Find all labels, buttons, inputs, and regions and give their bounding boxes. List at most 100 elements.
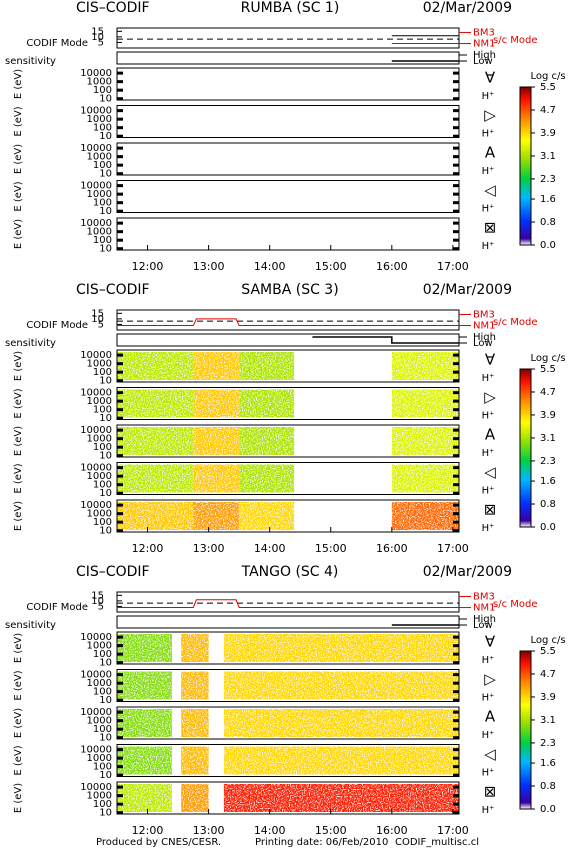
x-tick-label: 12:00: [132, 542, 164, 555]
species-label: H⁺: [482, 693, 495, 704]
species-label: H⁺: [482, 411, 495, 422]
spectrogram-segment: [193, 389, 240, 418]
energy-tick-label: 1000: [87, 753, 112, 764]
direction-symbol: ∀: [485, 69, 496, 87]
energy-tick-label: 100: [93, 649, 112, 660]
energy-tick-label: 1000: [87, 152, 112, 163]
mode-frame: [116, 27, 460, 49]
spectrogram-segment: [181, 709, 209, 737]
x-tick-label: 17:00: [437, 542, 469, 555]
spectrogram-frame: [116, 142, 460, 176]
spectrogram-segment: [391, 389, 459, 418]
spectrogram-segment: [117, 784, 172, 812]
sensitivity-tick-label: Low: [473, 56, 493, 67]
energy-axis-label: E (eV): [13, 708, 24, 738]
spectrogram-segment: [391, 427, 459, 455]
x-tick-label: 15:00: [315, 542, 347, 555]
mode-tick-label: 10: [91, 32, 104, 43]
sensitivity-label: sensitivity: [5, 338, 56, 349]
spectrogram-segment: [239, 502, 295, 530]
energy-tick-label: 1000: [87, 434, 112, 445]
date: 02/Mar/2009: [423, 564, 512, 580]
energy-tick-label: 10000: [80, 68, 112, 79]
spectrogram-frame: [116, 744, 460, 777]
energy-tick-label: 10: [99, 244, 112, 255]
energy-tick-label: 10: [99, 94, 112, 105]
mode-tick-label: 10: [91, 596, 104, 607]
colorbar-tick-label: 5.5: [540, 364, 556, 375]
species-label: H⁺: [482, 655, 495, 666]
mode-line: [117, 599, 459, 609]
energy-tick-label: 10000: [80, 181, 112, 192]
sensitivity-tick-label: Low: [473, 338, 493, 349]
direction-symbol: A: [485, 426, 496, 444]
sensitivity-tick-label: High: [473, 50, 496, 61]
spectrogram-frame: [116, 706, 460, 740]
energy-tick-label: 10000: [80, 425, 112, 436]
spectrogram-frame: [116, 631, 460, 665]
footer-date: Printing date: 06/Feb/2010: [255, 837, 388, 848]
spectrogram-frame: [116, 217, 460, 251]
colorbar-tick-label: 2.3: [540, 174, 556, 185]
energy-tick-label: 10: [99, 451, 112, 462]
direction-symbol: ⊠: [484, 783, 497, 801]
spectrogram-segment: [223, 784, 459, 812]
spectrogram-segment: [181, 746, 209, 775]
spectrogram-bg: [117, 180, 459, 213]
energy-axis-label: E (eV): [13, 219, 24, 249]
sensitivity-label: sensitivity: [5, 56, 56, 67]
mode-frame: [116, 591, 460, 613]
energy-tick-label: 10: [99, 770, 112, 781]
spectrogram-segment: [239, 352, 295, 380]
spectrogram-bg: [117, 218, 459, 250]
energy-tick-label: 10: [99, 376, 112, 387]
energy-tick-label: 1000: [87, 359, 112, 370]
x-tick-label: 13:00: [193, 542, 225, 555]
footer-file: CODIF_multisc.cl: [395, 837, 479, 848]
spectrogram-segment: [223, 709, 459, 737]
energy-axis-label: E (eV): [13, 501, 24, 531]
spectrogram-segment: [239, 427, 295, 455]
sensitivity-tick-label: Low: [473, 620, 493, 631]
sc-mode-title: s/c Mode: [493, 317, 538, 328]
colorbar-tick-label: 4.7: [540, 387, 556, 398]
colorbar-label: Log c/s: [530, 635, 565, 646]
spectrogram-frame: [116, 499, 460, 533]
energy-axis-label: E (eV): [13, 69, 24, 99]
energy-axis-label: E (eV): [13, 426, 24, 456]
sc-mode-tick-label: NM1: [473, 321, 495, 332]
chart-title: RUMBA (SC 1): [241, 0, 340, 16]
spectrogram-segment: [117, 502, 194, 530]
energy-tick-label: 1000: [87, 189, 112, 200]
mode-label: CODIF Mode: [26, 38, 88, 49]
energy-tick-label: 10000: [80, 745, 112, 756]
energy-tick-label: 1000: [87, 114, 112, 125]
energy-tick-label: 1000: [87, 678, 112, 689]
species-label: H⁺: [482, 373, 495, 384]
x-tick-label: 16:00: [376, 260, 408, 273]
spectrogram-segment: [223, 671, 459, 700]
sc-mode-title: s/c Mode: [493, 35, 538, 46]
energy-axis-label: E (eV): [13, 181, 24, 211]
energy-tick-label: 100: [93, 123, 112, 134]
energy-tick-label: 10: [99, 206, 112, 217]
species-label: H⁺: [482, 166, 495, 177]
mode-line: [117, 318, 459, 327]
colorbar-tick-label: 4.7: [540, 105, 556, 116]
spectrogram-segment: [223, 634, 459, 662]
mode-label: CODIF Mode: [26, 602, 88, 613]
spectrogram-frame: [116, 180, 460, 213]
x-tick-label: 14:00: [254, 260, 286, 273]
species-label: H⁺: [482, 448, 495, 459]
colorbar-tick-label: 1.6: [540, 476, 556, 487]
direction-symbol: ⊠: [484, 501, 497, 519]
colorbar-tick-label: 3.9: [540, 692, 556, 703]
energy-tick-label: 1000: [87, 77, 112, 88]
energy-tick-label: 1000: [87, 396, 112, 407]
colorbar-tick-label: 0.0: [540, 804, 556, 815]
species-label: H⁺: [482, 730, 495, 741]
energy-tick-label: 10000: [80, 218, 112, 229]
sensitivity-tick-label: High: [473, 332, 496, 343]
direction-symbol: ▷: [484, 388, 496, 406]
